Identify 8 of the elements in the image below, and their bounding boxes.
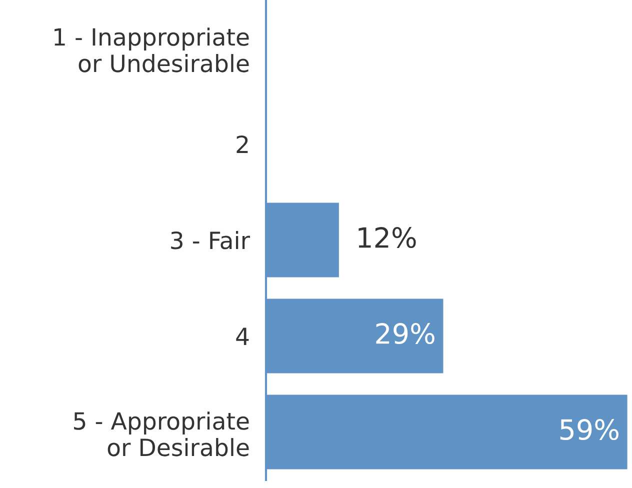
y-tick-label: 5 - Appropriate or Desirable xyxy=(74,412,249,456)
y-tick-label: 4 xyxy=(236,328,249,345)
data-label: 12% xyxy=(358,227,416,248)
y-tick-label: 1 - Inappropriate or Undesirable xyxy=(54,28,249,72)
y-tick-label: 3 - Fair xyxy=(171,231,250,250)
data-label: 59% xyxy=(560,419,618,440)
data-label: 29% xyxy=(376,323,434,344)
y-tick-label: 2 xyxy=(236,135,248,153)
